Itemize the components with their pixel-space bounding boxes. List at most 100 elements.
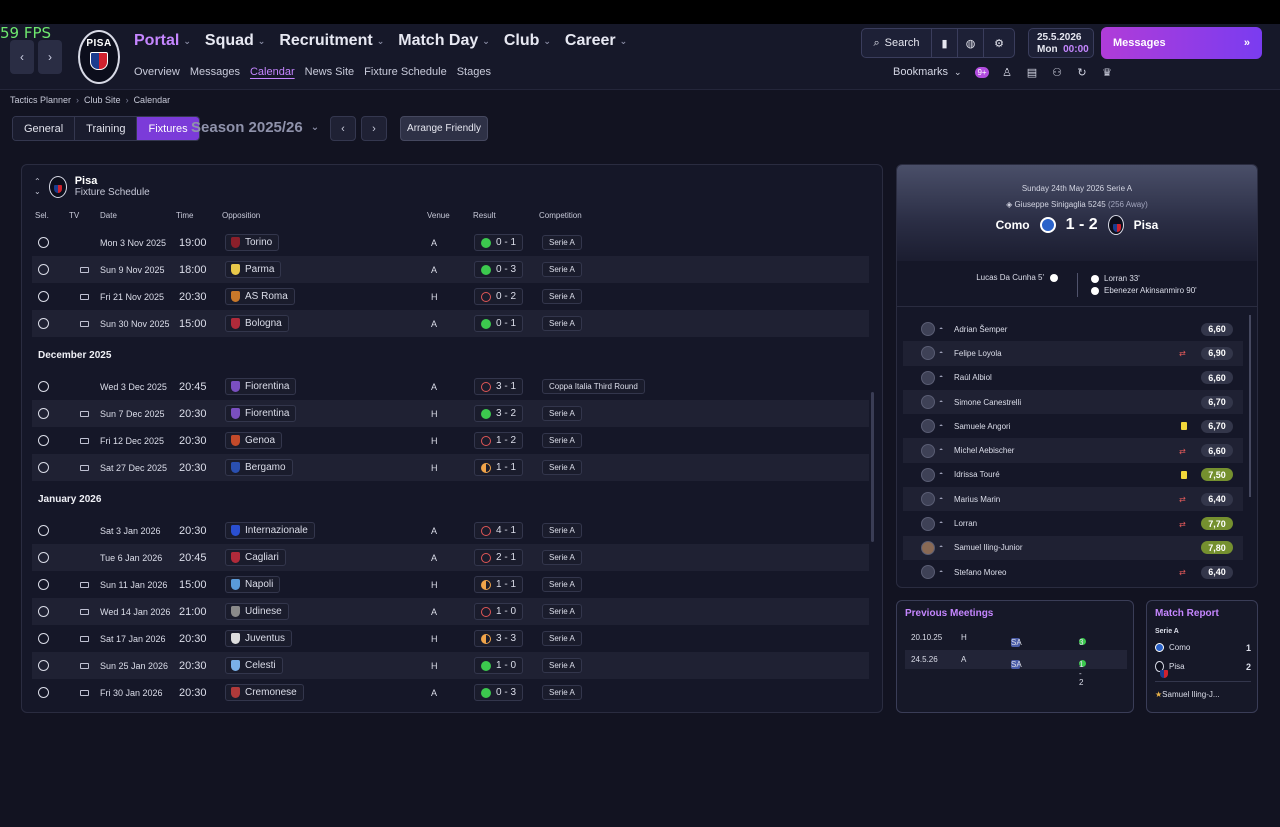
fixture-row[interactable]: Sun 7 Dec 2025 20:30 Fiorentina H 3 - 2 Serie… — [32, 400, 869, 427]
competition-chip[interactable]: Serie A — [542, 289, 582, 304]
competition-chip[interactable]: Serie A — [542, 577, 582, 592]
main-nav-match-day[interactable]: Match Day ⌄ — [398, 32, 490, 50]
select-radio[interactable] — [38, 525, 49, 536]
competition-chip[interactable]: Serie A — [542, 523, 582, 538]
opposition-chip[interactable]: Internazionale — [225, 522, 315, 539]
main-nav-portal[interactable]: Portal ⌄ — [134, 32, 191, 50]
col-tv[interactable]: TV — [69, 211, 80, 220]
match-summary[interactable]: Sunday 24th May 2026 Serie A ◈ Giuseppe … — [897, 165, 1257, 261]
opposition-chip[interactable]: Fiorentina — [225, 405, 297, 422]
next-season-button[interactable]: › — [361, 116, 387, 141]
sub-nav-fixture-schedule[interactable]: Fixture Schedule — [364, 66, 447, 78]
player-row[interactable]: ◓ Raúl Albiol 6,60 — [903, 366, 1243, 390]
competition-chip[interactable]: Serie A — [542, 235, 582, 250]
fixture-row[interactable]: Sun 9 Nov 2025 18:00 Parma A 0 - 3 Serie A — [32, 256, 869, 283]
select-radio[interactable] — [38, 291, 49, 302]
bookmarks-dropdown[interactable]: Bookmarks ⌄ — [893, 66, 962, 78]
opposition-chip[interactable]: Bergamo — [225, 459, 293, 476]
tab-general[interactable]: General — [13, 117, 76, 140]
refresh-icon[interactable]: ↻ — [1077, 67, 1087, 79]
fixture-row[interactable]: Sat 27 Dec 2025 20:30 Bergamo H 1 - 1 Serie A — [32, 454, 869, 481]
result-chip[interactable]: 0 - 1 — [474, 234, 524, 251]
player-row[interactable]: ◓ Simone Canestrelli 6,70 — [903, 389, 1243, 415]
competition-chip[interactable]: Serie A — [542, 631, 582, 646]
club-crest[interactable]: PISA — [78, 30, 120, 84]
col-competition[interactable]: Competition — [539, 211, 582, 220]
col-opposition[interactable]: Opposition — [222, 211, 261, 220]
tab-fixtures[interactable]: Fixtures — [137, 117, 199, 140]
fixture-row[interactable]: Wed 14 Jan 2026 21:00 Udinese A 1 - 0 Serie A — [32, 598, 869, 625]
player-row[interactable]: ◓ Samuele Angori 6,70 — [903, 414, 1243, 438]
player-row[interactable]: ◓ Adrian Šemper 6,60 — [903, 317, 1243, 341]
forward-button[interactable]: › — [38, 40, 62, 74]
result-chip[interactable]: 0 - 3 — [474, 261, 524, 278]
col-date[interactable]: Date — [100, 211, 117, 220]
select-radio[interactable] — [38, 264, 49, 275]
opposition-chip[interactable]: Parma — [225, 261, 282, 278]
select-radio[interactable] — [38, 552, 49, 563]
result-chip[interactable]: 0 - 3 — [474, 684, 524, 701]
competition-chip[interactable]: Serie A — [542, 262, 582, 277]
shirt-icon[interactable]: ♙ — [1002, 67, 1012, 79]
fixture-row[interactable]: Tue 6 Jan 2026 20:45 Cagliari A 2 - 1 Serie A — [32, 544, 869, 571]
competition-chip[interactable]: Serie A — [542, 460, 582, 475]
fixture-row[interactable]: Fri 12 Dec 2025 20:30 Genoa H 1 - 2 Serie A — [32, 427, 869, 454]
select-radio[interactable] — [38, 660, 49, 671]
player-row[interactable]: ◓ Samuel Iling-Junior 7,80 — [903, 535, 1243, 560]
result-chip[interactable]: 1 - 2 — [474, 432, 524, 449]
competition-chip[interactable]: Serie A — [542, 685, 582, 700]
main-nav-squad[interactable]: Squad ⌄ — [205, 32, 265, 50]
main-nav-career[interactable]: Career ⌄ — [565, 32, 627, 50]
trophy-icon[interactable]: ♛ — [1102, 67, 1112, 79]
bookmark-button[interactable]: ▮ — [932, 29, 958, 57]
opposition-chip[interactable]: Torino — [225, 234, 280, 251]
fixture-row[interactable]: Fri 30 Jan 2026 20:30 Cremonese A 0 - 3 Serie… — [32, 679, 869, 706]
fixtures-scrollbar[interactable] — [871, 392, 874, 542]
opposition-chip[interactable]: AS Roma — [225, 288, 295, 305]
result-chip[interactable]: 4 - 1 — [474, 522, 524, 539]
result-chip[interactable]: 1 - 0 — [474, 657, 524, 674]
select-radio[interactable] — [38, 687, 49, 698]
player-row[interactable]: ◓ Lorran ⇄ 7,70 — [903, 511, 1243, 535]
opposition-chip[interactable]: Genoa — [225, 432, 283, 449]
sub-nav-news-site[interactable]: News Site — [304, 66, 355, 78]
opposition-chip[interactable]: Napoli — [225, 576, 281, 593]
fixture-row[interactable]: Fri 21 Nov 2025 20:30 AS Roma H 0 - 2 Serie A — [32, 283, 869, 310]
competition-chip[interactable]: Coppa Italia Third Round — [542, 379, 645, 394]
competition-chip[interactable]: Serie A — [542, 658, 582, 673]
collapse-toggle[interactable]: ⌃ ⌄ — [34, 177, 41, 197]
back-button[interactable]: ‹ — [10, 40, 34, 74]
player-row[interactable]: ◓ Michel Aebischer ⇄ 6,60 — [903, 438, 1243, 463]
competition-chip[interactable]: Serie A — [542, 406, 582, 421]
select-radio[interactable] — [38, 381, 49, 392]
select-radio[interactable] — [38, 579, 49, 590]
opposition-chip[interactable]: Udinese — [225, 603, 289, 620]
col-time[interactable]: Time — [176, 211, 194, 220]
competition-chip[interactable]: Serie A — [542, 316, 582, 331]
main-nav-recruitment[interactable]: Recruitment ⌄ — [279, 32, 384, 50]
opposition-chip[interactable]: Juventus — [225, 630, 293, 647]
result-chip[interactable]: 3 - 2 — [474, 405, 524, 422]
hierarchy-icon[interactable]: ⚇ — [1052, 67, 1062, 79]
col-sel[interactable]: Sel. — [35, 211, 49, 220]
select-radio[interactable] — [38, 435, 49, 446]
result-chip[interactable]: 3 - 3 — [474, 630, 524, 647]
col-result[interactable]: Result — [473, 211, 496, 220]
main-nav-club[interactable]: Club ⌄ — [504, 32, 551, 50]
result-chip[interactable]: 1 - 1 — [474, 576, 524, 593]
fixture-row[interactable]: Sat 17 Jan 2026 20:30 Juventus H 3 - 3 Serie … — [32, 625, 869, 652]
tab-training[interactable]: Training — [75, 117, 138, 140]
sub-nav-calendar[interactable]: Calendar — [249, 66, 295, 78]
result-chip[interactable]: 2 - 1 — [474, 549, 524, 566]
fixture-row[interactable]: Sat 3 Jan 2026 20:30 Internazionale A 4 - 1 S… — [32, 517, 869, 544]
opposition-chip[interactable]: Celesti — [225, 657, 283, 674]
fixture-row[interactable]: Sun 11 Jan 2026 15:00 Napoli H 1 - 1 Serie A — [32, 571, 869, 598]
breadcrumb-item[interactable]: Calendar — [133, 95, 171, 105]
settings-button[interactable]: ⚙ — [984, 29, 1014, 57]
result-chip[interactable]: 1 - 1 — [474, 459, 524, 476]
meeting-row[interactable]: 24.5.26 A SA 1 - 2 — [905, 650, 1127, 687]
sub-nav-messages[interactable]: Messages — [189, 66, 240, 78]
previous-season-button[interactable]: ‹ — [330, 116, 356, 141]
